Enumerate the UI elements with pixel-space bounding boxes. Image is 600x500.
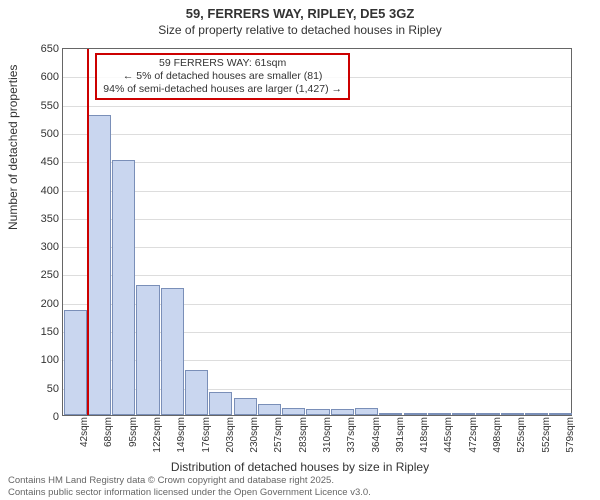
x-tick-label: 498sqm — [492, 417, 503, 453]
histogram-bar — [476, 413, 499, 415]
histogram-bar — [136, 285, 159, 415]
histogram-bar — [185, 370, 208, 415]
y-tick-label: 250 — [41, 269, 59, 281]
histogram-bar — [282, 408, 305, 415]
x-axis-label: Distribution of detached houses by size … — [0, 460, 600, 474]
y-axis-label: Number of detached properties — [6, 65, 20, 230]
histogram-bar — [161, 288, 184, 415]
histogram-bar — [64, 310, 87, 415]
y-tick-label: 500 — [41, 128, 59, 140]
x-tick-label: 552sqm — [541, 417, 552, 453]
histogram-bar — [209, 392, 232, 415]
y-tick-label: 200 — [41, 298, 59, 310]
page-title: 59, FERRERS WAY, RIPLEY, DE5 3GZ — [0, 6, 600, 21]
histogram-bar — [112, 160, 135, 415]
x-tick-label: 391sqm — [395, 417, 406, 453]
x-tick-label: 42sqm — [79, 417, 90, 447]
x-tick-label: 472sqm — [468, 417, 479, 453]
annotation-line: 94% of semi-detached houses are larger (… — [103, 83, 342, 96]
gridline — [63, 162, 571, 163]
x-tick-label: 364sqm — [371, 417, 382, 453]
x-tick-label: 283sqm — [298, 417, 309, 453]
histogram-bar — [331, 409, 354, 415]
histogram-bar — [379, 413, 402, 415]
x-tick-label: 525sqm — [516, 417, 527, 453]
y-tick-label: 150 — [41, 326, 59, 338]
histogram-bar — [88, 115, 111, 415]
histogram-bar — [549, 413, 572, 415]
y-tick-label: 400 — [41, 185, 59, 197]
x-tick-label: 149sqm — [176, 417, 187, 453]
reference-line — [87, 49, 89, 415]
y-tick-label: 450 — [41, 156, 59, 168]
x-tick-label: 176sqm — [201, 417, 212, 453]
y-tick-label: 650 — [41, 43, 59, 55]
y-tick-label: 100 — [41, 354, 59, 366]
histogram-bar — [452, 413, 475, 415]
x-tick-label: 257sqm — [273, 417, 284, 453]
x-tick-label: 95sqm — [128, 417, 139, 447]
histogram-chart: 0501001502002503003504004505005506006504… — [62, 48, 572, 416]
histogram-bar — [501, 413, 524, 415]
x-tick-label: 445sqm — [443, 417, 454, 453]
x-tick-label: 418sqm — [419, 417, 430, 453]
x-tick-label: 68sqm — [103, 417, 114, 447]
gridline — [63, 247, 571, 248]
x-tick-label: 203sqm — [225, 417, 236, 453]
y-tick-label: 50 — [47, 383, 59, 395]
x-tick-label: 122sqm — [152, 417, 163, 453]
annotation-box: 59 FERRERS WAY: 61sqm← 5% of detached ho… — [95, 53, 350, 100]
y-tick-label: 350 — [41, 213, 59, 225]
histogram-bar — [234, 398, 257, 415]
histogram-bar — [306, 409, 329, 415]
footnote-line2: Contains public sector information licen… — [8, 487, 371, 498]
x-tick-label: 337sqm — [346, 417, 357, 453]
annotation-line: ← 5% of detached houses are smaller (81) — [103, 70, 342, 83]
gridline — [63, 106, 571, 107]
histogram-bar — [428, 413, 451, 415]
page-subtitle: Size of property relative to detached ho… — [0, 23, 600, 37]
gridline — [63, 134, 571, 135]
y-tick-label: 300 — [41, 241, 59, 253]
gridline — [63, 275, 571, 276]
x-tick-label: 579sqm — [565, 417, 576, 453]
gridline — [63, 219, 571, 220]
x-tick-label: 310sqm — [322, 417, 333, 453]
y-tick-label: 550 — [41, 100, 59, 112]
y-tick-label: 0 — [53, 411, 59, 423]
histogram-bar — [525, 413, 548, 415]
footnote-line1: Contains HM Land Registry data © Crown c… — [8, 475, 371, 486]
annotation-line: 59 FERRERS WAY: 61sqm — [103, 57, 342, 70]
gridline — [63, 191, 571, 192]
histogram-bar — [355, 408, 378, 415]
histogram-bar — [404, 413, 427, 415]
footnote: Contains HM Land Registry data © Crown c… — [8, 475, 371, 498]
histogram-bar — [258, 404, 281, 415]
y-tick-label: 600 — [41, 71, 59, 83]
x-tick-label: 230sqm — [249, 417, 260, 453]
